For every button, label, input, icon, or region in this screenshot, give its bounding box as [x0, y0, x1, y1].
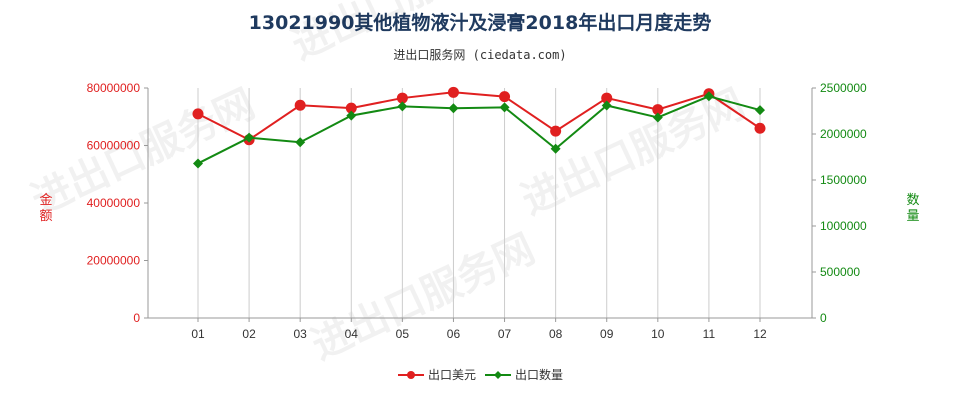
data-point	[550, 125, 562, 137]
data-point	[499, 102, 510, 113]
left-tick-label: 20000000	[87, 254, 141, 268]
left-tick-label: 60000000	[87, 139, 141, 153]
x-tick-label: 06	[447, 327, 461, 341]
chart-subtitle: 进出口服务网 (ciedata.com)	[393, 48, 567, 62]
x-tick-label: 01	[191, 327, 205, 341]
watermark-text: 进出口服务网	[25, 81, 262, 224]
right-tick-label: 500000	[820, 265, 860, 279]
y-axis-label-right: 数量	[906, 193, 919, 224]
x-tick-label: 02	[242, 327, 256, 341]
right-tick-label: 2500000	[820, 81, 867, 95]
chart-title: 13021990其他植物液汁及浸膏2018年出口月度走势	[248, 12, 712, 34]
x-tick-label: 12	[753, 327, 767, 341]
watermark-text: 进出口服务网	[285, 0, 522, 69]
left-tick-label: 0	[133, 311, 140, 325]
data-point	[601, 100, 612, 111]
right-tick-label: 1500000	[820, 173, 867, 187]
x-tick-label: 03	[294, 327, 308, 341]
data-point	[295, 137, 306, 148]
data-point	[244, 132, 255, 143]
series-line-1	[197, 91, 761, 141]
x-tick-label: 09	[600, 327, 614, 341]
data-point	[192, 108, 204, 120]
x-tick-label: 07	[498, 327, 512, 341]
data-point	[652, 112, 663, 123]
x-tick-label: 05	[396, 327, 410, 341]
right-tick-label: 0	[820, 311, 827, 325]
left-tick-label: 80000000	[87, 81, 141, 95]
data-point	[447, 86, 459, 98]
data-point	[550, 143, 561, 154]
data-point	[193, 158, 203, 169]
x-tick-label: 10	[651, 327, 665, 341]
legend-label: 出口数量	[515, 367, 563, 382]
data-point	[346, 110, 357, 121]
watermark-text: 进出口服务网	[515, 81, 752, 224]
legend-marker	[494, 371, 502, 379]
legend-label: 出口美元	[428, 368, 476, 382]
data-point	[397, 101, 408, 112]
x-tick-label: 11	[703, 327, 716, 341]
right-tick-label: 1000000	[820, 219, 867, 233]
legend-marker	[407, 371, 415, 379]
data-point	[448, 103, 459, 114]
right-tick-label: 2000000	[820, 127, 867, 141]
data-point	[345, 102, 357, 114]
y-axis-label-left: 金额	[39, 192, 52, 224]
data-point	[652, 104, 664, 116]
watermark-text: 进出口服务网	[305, 226, 542, 369]
data-point	[396, 92, 408, 104]
data-point	[703, 91, 714, 102]
series-line-2	[197, 95, 761, 165]
left-tick-label: 40000000	[87, 196, 141, 210]
x-tick-label: 08	[549, 327, 563, 341]
data-point	[294, 99, 306, 111]
data-point	[601, 92, 613, 104]
data-point	[754, 122, 766, 134]
x-tick-label: 04	[345, 327, 359, 341]
data-point	[499, 91, 511, 103]
data-point	[755, 105, 765, 116]
